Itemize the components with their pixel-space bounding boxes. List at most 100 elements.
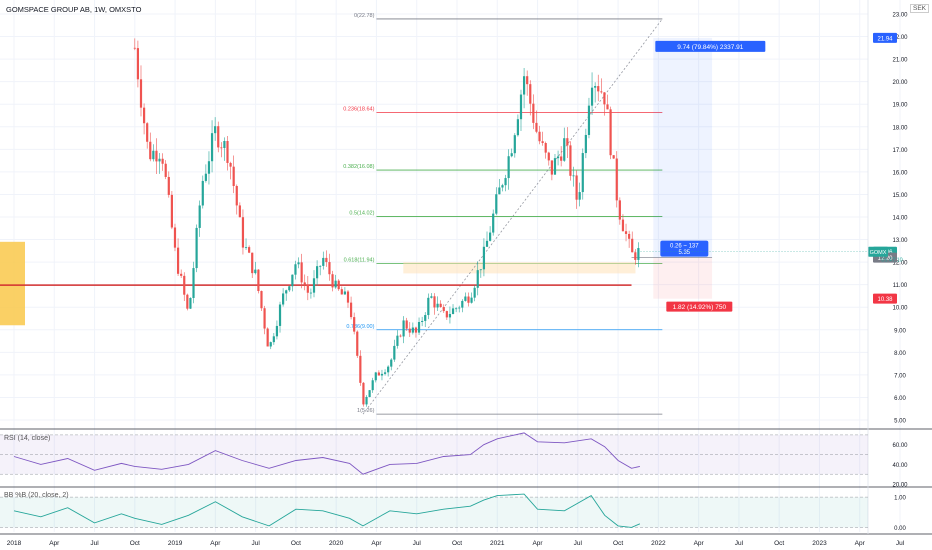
price-axis-label: 23.00 (892, 13, 908, 19)
candle-body (288, 286, 291, 291)
candle-body (631, 238, 634, 253)
candle-body (315, 266, 319, 279)
price-axis-label: 11.00 (893, 283, 908, 289)
candle-body (300, 262, 303, 283)
candle-body (186, 294, 189, 309)
candle-body (260, 291, 263, 309)
candle-body (464, 296, 467, 301)
candle-body (442, 307, 445, 312)
time-axis-label: Apr (371, 540, 382, 547)
candle-body (600, 91, 603, 93)
candle-body (451, 308, 455, 314)
price-axis-label: 21.00 (892, 58, 908, 64)
candle-body (628, 233, 631, 239)
price-marker-label: 21.94 (877, 36, 893, 42)
time-axis-label: Apr (532, 540, 543, 547)
rsi-axis-label: 20.00 (892, 483, 908, 489)
time-axis-label: 2021 (490, 540, 505, 547)
candle-body (421, 320, 424, 322)
countdown-label: 05:47:10 (881, 258, 902, 264)
candle-body (383, 372, 387, 374)
candle-body (257, 269, 260, 292)
rsi-line (13, 432, 640, 475)
candle-body (550, 160, 553, 175)
candle-body (541, 141, 544, 144)
candle-body (455, 308, 458, 310)
time-axis-label: Oct (613, 540, 623, 547)
price-axis-label: 13.00 (892, 238, 908, 244)
candle-body (306, 284, 309, 293)
candle-body (340, 289, 343, 295)
target-zone (653, 37, 713, 258)
candle-body (235, 185, 238, 206)
price-marker-box (873, 293, 897, 304)
candle-body (594, 86, 597, 88)
candle-body (516, 119, 520, 136)
candle-body (566, 138, 569, 146)
price-axis-label: 5.00 (894, 419, 906, 425)
candle-body (149, 141, 152, 160)
candle-body (609, 109, 612, 156)
candle-body (226, 140, 229, 163)
candle-body (180, 273, 183, 276)
stop-zone (653, 257, 713, 299)
time-axis-label: Jul (896, 540, 905, 547)
candle-body (399, 335, 402, 337)
fib-level-label: 0.382(16.08) (343, 164, 374, 170)
candle-body (634, 252, 637, 260)
time-axis-label: Jul (413, 540, 422, 547)
candle-body (436, 303, 439, 308)
candle-body (328, 262, 331, 275)
candle-body (133, 47, 136, 49)
ticker-label: GOMX (870, 250, 887, 256)
candle-body (142, 107, 146, 124)
candle-body (248, 247, 251, 253)
candle-body (139, 79, 143, 108)
supply-zone (0, 241, 25, 326)
candle-body (427, 297, 430, 316)
price-axis-label: 17.00 (892, 148, 908, 154)
time-axis-label: Oct (774, 540, 784, 547)
fib-zone-band (403, 262, 636, 274)
candle-body (575, 175, 578, 200)
target-label-box (655, 40, 766, 52)
candle-body (522, 76, 526, 95)
candle-body (504, 178, 507, 186)
time-axis-label: Jul (574, 540, 583, 547)
candle-body (263, 308, 266, 329)
position-center-line1: 0.26 ~ 137 (670, 244, 699, 250)
candle-body (615, 158, 618, 201)
candle-body (359, 355, 362, 383)
time-axis-label: Apr (210, 540, 221, 547)
candle-body (362, 382, 365, 405)
candle-body (232, 166, 235, 186)
candle-body (535, 122, 538, 132)
candle-body (377, 372, 380, 376)
candle-body (331, 274, 334, 288)
candle-body (612, 155, 615, 159)
candle-body (269, 342, 272, 347)
candle-body (402, 320, 405, 337)
candle-body (251, 252, 254, 274)
candle-body (532, 103, 535, 123)
target-label: 9.74 (79.84%) 2337.91 (677, 44, 744, 51)
bb-label[interactable]: BB %B (20, close, 2) (4, 492, 69, 499)
candle-body (387, 366, 390, 373)
candle-body (343, 291, 346, 295)
candle-body (513, 135, 516, 154)
candle-body (430, 296, 433, 298)
bb-axis-label: 0.00 (894, 526, 906, 532)
rsi-axis-label: 60.00 (892, 443, 908, 449)
price-axis-label: 22.00 (892, 35, 908, 41)
candle-body (498, 187, 501, 195)
rsi-label[interactable]: RSI (14, close) (4, 435, 51, 442)
candle-body (538, 131, 541, 142)
currency-badge[interactable]: SEK (909, 4, 929, 13)
candle-body (223, 140, 226, 148)
candle-body (581, 153, 584, 193)
candle-body (229, 162, 232, 167)
candle-body (152, 150, 155, 160)
candle-body (285, 290, 288, 294)
bb-line (13, 493, 641, 528)
